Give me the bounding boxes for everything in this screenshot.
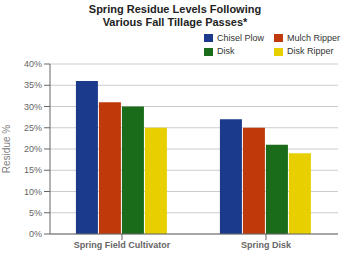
html-text:Disk: Disk	[216, 46, 235, 57]
svg-text:10%: 10%	[24, 187, 42, 197]
svg-text:Spring Field Cultivator: Spring Field Cultivator	[74, 240, 171, 250]
svg-text:40%: 40%	[24, 59, 42, 69]
svg-text:Residue %: Residue %	[8, 125, 12, 173]
svg-text:25%: 25%	[24, 123, 42, 133]
svg-text:35%: 35%	[24, 80, 42, 90]
html-text:Chisel Plow: Chisel Plow	[216, 32, 264, 43]
html-text:Mulch Ripper: Mulch Ripper	[287, 32, 340, 43]
svg-text:15%: 15%	[24, 165, 42, 175]
html-text:Spring Residue Levels Followin: Spring Residue Levels Following Various …	[88, 3, 262, 28]
svg-text:0%: 0%	[29, 229, 42, 239]
svg-text:5%: 5%	[29, 208, 42, 218]
svg-text:30%: 30%	[24, 102, 42, 112]
svg-text:Spring Disk: Spring Disk	[241, 240, 292, 250]
svg-text:20%: 20%	[24, 144, 42, 154]
html-text:Disk Ripper: Disk Ripper	[287, 46, 334, 57]
